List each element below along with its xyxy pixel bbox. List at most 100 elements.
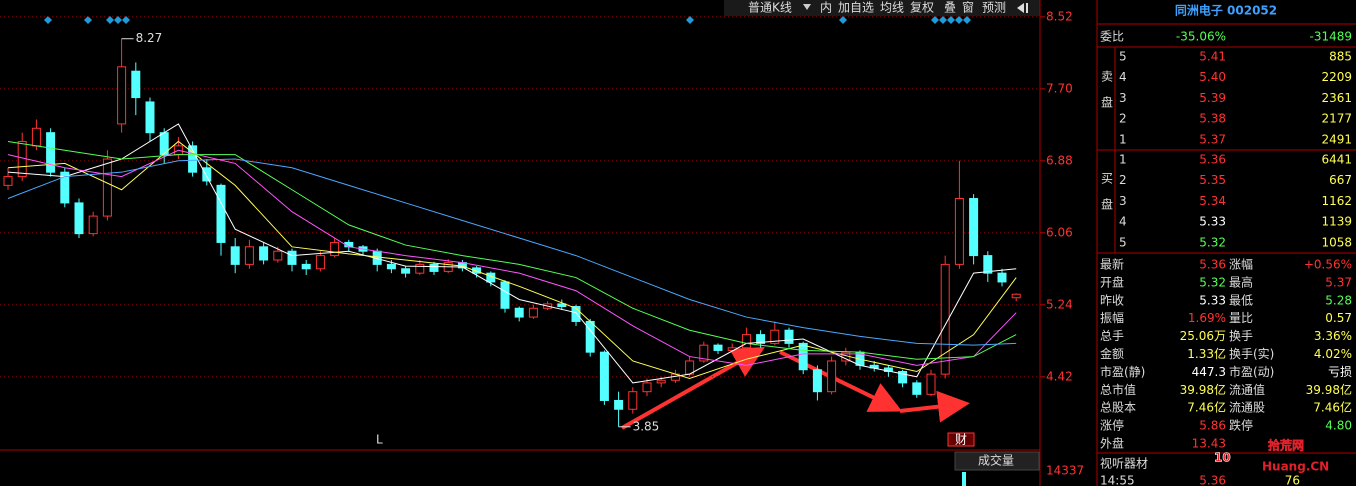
- tick-price: 5.36: [1199, 474, 1226, 486]
- book-volume: 2209: [1321, 70, 1352, 84]
- stat-value: 5.33: [1199, 293, 1226, 307]
- toolbar-button[interactable]: 内: [820, 1, 832, 15]
- stat-label: 金额: [1100, 346, 1124, 361]
- stat-value: 5.36: [1199, 258, 1226, 272]
- stat-label: 换手: [1229, 329, 1253, 343]
- book-level: 2: [1119, 112, 1127, 126]
- y-tick-label: 8.52: [1046, 9, 1073, 23]
- watermark-site: Huang.CN: [1262, 460, 1329, 474]
- candle-body: [273, 250, 283, 261]
- toolbar-button[interactable]: 加自选: [838, 1, 874, 15]
- stat-label: 涨幅: [1229, 257, 1253, 272]
- stock-title: 同洲电子 002052: [1175, 3, 1277, 18]
- candle-body: [983, 255, 993, 274]
- candle-body: [571, 306, 581, 322]
- book-price: 5.40: [1199, 70, 1226, 84]
- candle-body: [429, 263, 439, 272]
- book-volume: 667: [1329, 173, 1352, 187]
- stat-label: 换手(实): [1229, 346, 1274, 361]
- candle-body: [1011, 293, 1021, 299]
- marker-l: L: [376, 433, 383, 447]
- toolbar-button[interactable]: 叠: [944, 1, 956, 15]
- toolbar-button[interactable]: 均线: [880, 1, 904, 15]
- toolbar-button[interactable]: 普通K线: [748, 1, 792, 15]
- stat-value: 5.37: [1325, 275, 1352, 289]
- watermark-name: 拾荒网: [1268, 438, 1304, 453]
- book-price: 5.33: [1199, 215, 1226, 229]
- toolbar-button[interactable]: 复权: [910, 1, 934, 15]
- book-price: 5.39: [1199, 91, 1226, 105]
- stat-label: 总市值: [1100, 382, 1136, 397]
- book-volume: 2177: [1321, 112, 1352, 126]
- candle-body: [827, 360, 837, 393]
- stat-value: 亏损: [1328, 365, 1352, 379]
- book-level: 3: [1119, 194, 1127, 208]
- book-volume: 6441: [1321, 153, 1352, 167]
- weibi-diff: -31489: [1309, 30, 1352, 44]
- stat-value: 39.98亿: [1306, 382, 1352, 397]
- stat-label: 最低: [1229, 293, 1253, 307]
- stat-label: 跌停: [1229, 418, 1253, 433]
- book-price: 5.36: [1199, 153, 1226, 167]
- candle-body: [798, 342, 808, 371]
- book-level: 4: [1119, 70, 1127, 84]
- book-price: 5.41: [1199, 50, 1226, 64]
- industry: 视听器材: [1100, 456, 1148, 471]
- candle-body: [131, 70, 141, 99]
- candle-body: [528, 307, 538, 318]
- candle-body: [3, 176, 13, 186]
- stat-value: 5.32: [1199, 275, 1226, 289]
- weibi-label: 委比: [1100, 30, 1124, 44]
- candle-body: [386, 263, 396, 270]
- marker-cai: 财: [955, 433, 967, 447]
- toolbar-button[interactable]: 预测: [982, 1, 1006, 15]
- stat-label: 最新: [1100, 257, 1124, 272]
- book-volume: 1139: [1321, 215, 1352, 229]
- stat-label: 流通股: [1229, 401, 1265, 415]
- candle-body: [741, 334, 751, 349]
- candle-body: [997, 272, 1007, 283]
- marker-box: [947, 432, 975, 447]
- stat-value: 13.43: [1192, 437, 1226, 451]
- y-tick-label: 5.24: [1046, 297, 1073, 311]
- stat-value: 4.80: [1325, 419, 1352, 433]
- candle-body: [287, 250, 297, 265]
- moving-average: [7, 158, 1017, 346]
- moving-average: [7, 140, 1017, 380]
- candle-body: [259, 246, 269, 261]
- candle-body: [770, 329, 780, 344]
- y-tick-label: 4.42: [1046, 369, 1073, 383]
- candle-body: [188, 145, 198, 173]
- volume-selector[interactable]: [954, 451, 1040, 471]
- book-price: 5.38: [1199, 112, 1226, 126]
- moving-average: [7, 123, 1017, 384]
- candle-body: [756, 334, 766, 344]
- candle-body: [912, 382, 922, 395]
- stat-value: 4.02%: [1314, 347, 1352, 361]
- event-markers: [44, 16, 971, 24]
- book-price: 5.32: [1199, 235, 1226, 249]
- candle-body: [472, 267, 482, 274]
- collapse-icon[interactable]: [1017, 3, 1028, 13]
- candle-body: [202, 167, 212, 182]
- candle-body: [216, 184, 226, 243]
- stat-value: 0.57: [1325, 311, 1352, 325]
- book-level: 3: [1119, 91, 1127, 105]
- stat-label: 开盘: [1100, 274, 1124, 289]
- candle-body: [117, 66, 127, 125]
- stat-label: 总手: [1100, 329, 1124, 343]
- stat-label: 总股本: [1100, 401, 1136, 415]
- stat-value: 1.33亿: [1187, 346, 1226, 361]
- stat-label: 市盈(动): [1229, 364, 1274, 379]
- stat-label: 流通值: [1229, 382, 1265, 397]
- volume-tick: 14337: [1046, 464, 1084, 478]
- candle-body: [315, 255, 325, 270]
- candle-body: [500, 281, 510, 309]
- weibi-pct: -35.06%: [1176, 30, 1226, 44]
- book-level: 2: [1119, 173, 1127, 187]
- candle-body: [31, 127, 41, 147]
- tick-volume: 76: [1285, 474, 1300, 486]
- y-tick-label: 6.88: [1046, 153, 1073, 167]
- toolbar-button[interactable]: 窗: [962, 1, 974, 15]
